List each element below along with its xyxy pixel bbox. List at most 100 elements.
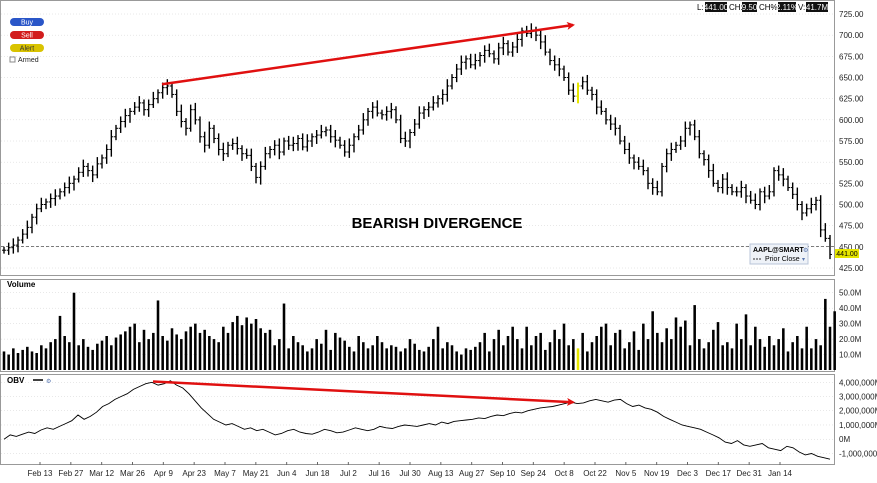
price-axis-tick: 600.00 xyxy=(839,116,864,125)
x-axis-label: Apr 9 xyxy=(154,469,174,478)
volume-panel-title: Volume xyxy=(7,280,36,289)
volume-bar xyxy=(16,353,20,370)
x-axis-label: Jul 30 xyxy=(399,469,421,478)
volume-bar xyxy=(646,339,650,370)
volume-bar xyxy=(474,346,477,370)
price-axis-tick: 625.00 xyxy=(839,95,864,104)
volume-bar xyxy=(259,328,262,370)
volume-bar xyxy=(54,339,57,370)
volume-bar xyxy=(250,323,253,370)
readout-changepct-bg xyxy=(778,2,796,12)
price-axis-tick: 525.00 xyxy=(839,179,864,188)
prior-close-dropdown-icon[interactable]: ▾ xyxy=(802,256,805,263)
volume-bar xyxy=(637,349,640,370)
x-axis-label: Sep 24 xyxy=(521,469,547,478)
volume-bar xyxy=(390,345,393,370)
x-axis-label: Jul 16 xyxy=(368,469,390,478)
x-axis-label: Aug 27 xyxy=(459,469,485,478)
volume-bar xyxy=(385,348,388,370)
price-axis-tick: 650.00 xyxy=(839,74,864,83)
volume-bar xyxy=(338,337,342,370)
volume-bar xyxy=(124,331,127,370)
volume-bar xyxy=(618,329,622,370)
x-axis-label: Apr 23 xyxy=(182,469,206,478)
obv-panel-title: OBV xyxy=(7,376,25,385)
volume-bar xyxy=(156,300,160,370)
x-axis-label: May 7 xyxy=(214,469,236,478)
volume-bar xyxy=(562,323,566,370)
x-axis-label: Jun 4 xyxy=(277,469,297,478)
price-axis-tick: 675.00 xyxy=(839,52,864,61)
volume-axis-tick: 10.0M xyxy=(839,351,862,360)
obv-settings-icon[interactable]: ⚙ xyxy=(46,378,51,385)
volume-bar xyxy=(805,326,808,370)
volume-bar xyxy=(110,345,113,370)
volume-bar xyxy=(203,329,206,370)
volume-bar xyxy=(777,339,780,370)
readout-last-key: L: xyxy=(697,3,704,12)
volume-bar xyxy=(161,336,164,370)
volume-bar xyxy=(296,342,300,370)
price-axis-tick: 550.00 xyxy=(839,158,864,167)
readout-last-bg xyxy=(705,2,727,12)
volume-bar xyxy=(595,336,598,370)
symbol-settings-icon[interactable]: ⚙ xyxy=(803,247,808,254)
volume-bar xyxy=(175,334,178,370)
volume-bar xyxy=(604,323,608,370)
volume-bar xyxy=(371,345,374,370)
volume-bar xyxy=(82,339,85,370)
volume-bar xyxy=(726,342,729,370)
volume-bar xyxy=(763,346,766,370)
volume-bar xyxy=(586,351,589,370)
volume-bar xyxy=(609,345,612,370)
volume-bar xyxy=(833,311,836,370)
x-axis-label: Nov 5 xyxy=(615,469,636,478)
divergence-arrows xyxy=(152,21,575,406)
volume-bar xyxy=(212,339,216,370)
volume-bar xyxy=(100,340,104,370)
volume-bar xyxy=(749,345,752,370)
volume-bar xyxy=(404,348,407,370)
volume-bar xyxy=(674,317,678,370)
armed-checkbox-box[interactable] xyxy=(9,56,16,63)
volume-bar xyxy=(642,323,645,370)
volume-bar xyxy=(492,339,496,370)
volume-bar xyxy=(147,339,150,370)
volume-bar xyxy=(63,336,66,370)
volume-bar xyxy=(464,348,468,370)
volume-bar xyxy=(138,342,141,370)
volume-bar xyxy=(254,319,258,370)
volume-bar xyxy=(26,346,29,370)
volume-bar xyxy=(581,332,584,370)
alert-button[interactable]: Alert xyxy=(10,44,44,53)
x-axis-label: Jul 2 xyxy=(340,469,357,478)
price-axis-tick: 450.00 xyxy=(839,243,864,252)
volume-bar xyxy=(301,345,304,370)
volume-bar xyxy=(105,336,108,370)
x-axis-label: Feb 13 xyxy=(28,469,53,478)
volume-bar xyxy=(707,342,710,370)
volume-bar xyxy=(600,326,603,370)
bearish-divergence-annotation: BEARISH DIVERGENCE xyxy=(352,215,523,232)
volume-bar xyxy=(534,336,538,370)
x-axis-label: May 21 xyxy=(243,469,270,478)
sell-button-label: Sell xyxy=(21,33,33,40)
obv-series-line xyxy=(3,380,831,460)
volume-bar xyxy=(334,332,337,370)
readout-last-value: 441.00 xyxy=(704,3,729,12)
volume-bar xyxy=(814,339,818,370)
volume-bar xyxy=(418,349,421,370)
armed-checkbox[interactable]: Armed xyxy=(9,56,39,64)
volume-bar xyxy=(824,298,827,370)
price-panel-border xyxy=(0,0,835,276)
volume-bar xyxy=(460,354,463,370)
sell-button[interactable]: Sell xyxy=(10,31,44,40)
x-axis-label: Dec 17 xyxy=(706,469,732,478)
volume-bar xyxy=(44,348,48,370)
last-price-tag: 441.00 xyxy=(836,251,858,258)
volume-bar xyxy=(623,348,626,370)
buy-button[interactable]: Buy xyxy=(10,18,44,27)
